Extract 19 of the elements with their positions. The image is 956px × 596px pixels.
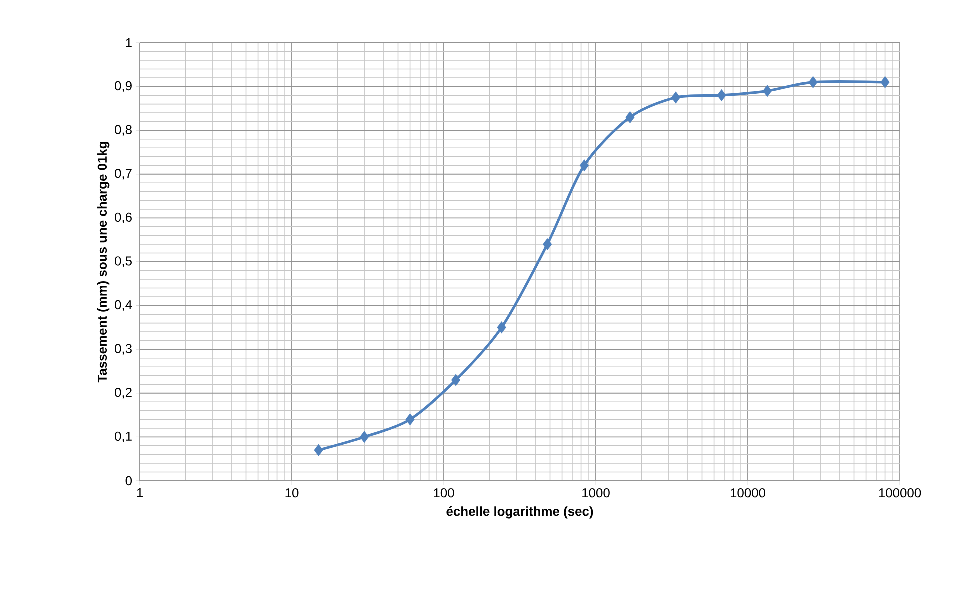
y-tick-label: 0,7 xyxy=(115,169,132,180)
x-tick-label: 1 xyxy=(137,488,143,498)
x-axis-title: échelle logarithme (sec) xyxy=(446,506,594,519)
y-tick-label: 0,6 xyxy=(115,212,132,224)
y-tick-label: 0,2 xyxy=(115,388,132,399)
y-tick-label: 0,4 xyxy=(115,300,132,312)
x-tick-label: 1000 xyxy=(582,488,610,498)
y-tick-label: 1 xyxy=(126,38,132,48)
y-tick-label: 0,9 xyxy=(115,81,132,92)
y-tick-label: 0,1 xyxy=(115,432,132,443)
y-tick-label: 0,3 xyxy=(115,344,132,355)
y-axis-title: Tassement (mm) sous une charge 01kg xyxy=(98,142,110,383)
x-tick-label: 10 xyxy=(286,488,299,498)
x-tick-label: 100000 xyxy=(879,488,922,498)
x-tick-label: 10000 xyxy=(730,488,766,498)
y-tick-label: 0,5 xyxy=(115,256,132,268)
x-tick-label: 100 xyxy=(434,488,454,498)
y-tick-label: 0 xyxy=(126,476,132,486)
y-tick-label: 0,8 xyxy=(115,125,132,136)
